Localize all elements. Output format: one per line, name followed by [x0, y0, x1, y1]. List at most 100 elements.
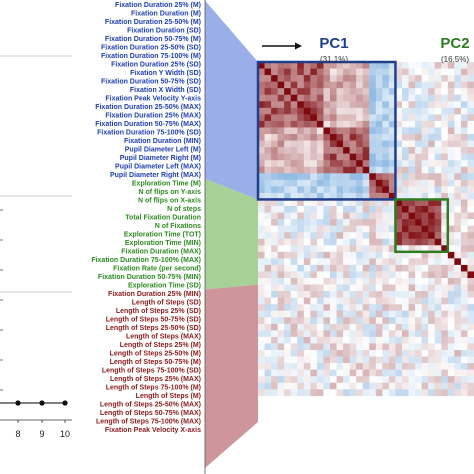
heatmap-cell [356, 376, 364, 384]
heatmap-cell [271, 225, 278, 233]
heatmap-cell [356, 199, 364, 207]
heatmap-cell [330, 206, 337, 213]
heatmap-cell [375, 271, 383, 279]
heatmap-cell [388, 232, 396, 240]
heatmap-cell [330, 291, 337, 298]
heatmap-cell [454, 62, 462, 69]
heatmap-cell [447, 284, 455, 292]
heatmap-cell [428, 199, 436, 207]
heatmap-cell [375, 107, 383, 115]
heatmap-cell [447, 225, 455, 233]
heatmap-cell [303, 245, 311, 253]
heatmap-cell [316, 219, 324, 226]
heatmap-cell [415, 186, 422, 194]
heatmap-cell [284, 232, 292, 240]
heatmap-cell [369, 389, 377, 397]
heatmap-cell [415, 206, 422, 213]
group-bands [204, 0, 258, 474]
heatmap-cell [271, 101, 278, 109]
heatmap-cell [264, 206, 272, 213]
heatmap-cell [369, 166, 377, 174]
heatmap-cell [336, 199, 344, 207]
heatmap-cell [467, 343, 474, 351]
heatmap-cell [382, 291, 390, 298]
heatmap-cell [271, 94, 278, 102]
heatmap-cell [316, 186, 324, 194]
heatmap-cell [428, 278, 436, 285]
heatmap-cell [356, 186, 364, 194]
heatmap-cell [349, 68, 357, 76]
heatmap-cell [336, 264, 344, 272]
heatmap-cell [421, 212, 429, 220]
heatmap-cell [454, 264, 462, 272]
heatmap-cell [330, 199, 337, 207]
heatmap-cell [271, 232, 278, 240]
heatmap-cell [369, 323, 377, 331]
heatmap-cell [336, 232, 344, 240]
heatmap-cell [441, 350, 449, 357]
heatmap-cell [415, 68, 422, 76]
heatmap-cell [362, 284, 370, 292]
heatmap-cell [277, 153, 285, 161]
heatmap-cell [467, 291, 474, 298]
heatmap-cell [310, 363, 318, 370]
heatmap-cell [264, 336, 272, 344]
heatmap-cell [271, 284, 278, 292]
heatmap-cell [402, 199, 409, 207]
heatmap-cell [375, 291, 383, 298]
heatmap-cell [264, 369, 272, 377]
heatmap-cell [467, 114, 474, 122]
heatmap-cell [356, 323, 364, 331]
heatmap-cell [303, 127, 311, 135]
heatmap-cell [284, 94, 292, 102]
heatmap-cell [336, 278, 344, 285]
heatmap-cell [421, 127, 429, 135]
heatmap-cell [402, 120, 409, 128]
heatmap-cell [369, 356, 377, 364]
heatmap-cell [343, 134, 350, 141]
heatmap-cell [264, 376, 272, 384]
heatmap-cell [382, 88, 390, 96]
heatmap-cell [454, 363, 462, 370]
heatmap-cell [408, 81, 416, 89]
heatmap-cell [369, 206, 377, 213]
heatmap-cell [284, 81, 292, 89]
heatmap-cell [264, 271, 272, 279]
heatmap-cell [297, 127, 305, 135]
heatmap-cell [447, 251, 455, 259]
heatmap-cell [441, 297, 449, 305]
heatmap-cell [434, 153, 442, 161]
heatmap-cell [402, 225, 409, 233]
heatmap-cell [336, 134, 344, 141]
heatmap-cell [310, 107, 318, 115]
heatmap-cell [447, 336, 455, 344]
heatmap-cell [447, 389, 455, 397]
heatmap-cell [428, 310, 436, 318]
heatmap-cell [303, 284, 311, 292]
heatmap-cell [402, 389, 409, 397]
heatmap-cell [434, 304, 442, 312]
heatmap-cell [395, 192, 403, 200]
heatmap-cell [271, 382, 278, 390]
row-label: Length of Steps 50-75% (M) [110, 359, 201, 366]
heatmap-cell [343, 225, 350, 233]
heatmap-cell [310, 389, 318, 397]
heatmap-cell [428, 376, 436, 384]
heatmap-cell [460, 94, 468, 102]
heatmap-cell [460, 140, 468, 148]
heatmap-cell [356, 317, 364, 325]
heatmap-cell [258, 173, 265, 181]
heatmap-cell [258, 245, 265, 253]
heatmap-cell [264, 297, 272, 305]
heatmap-cell [402, 363, 409, 370]
heatmap-cell [310, 369, 318, 377]
heatmap-cell [284, 245, 292, 253]
heatmap-cell [323, 134, 331, 141]
heatmap-cell [460, 134, 468, 141]
heatmap-cell [428, 264, 436, 272]
heatmap-cell [415, 192, 422, 200]
heatmap-cell [460, 160, 468, 168]
heatmap-cell [434, 225, 442, 233]
heatmap-cell [343, 120, 350, 128]
heatmap-cell [388, 107, 396, 115]
